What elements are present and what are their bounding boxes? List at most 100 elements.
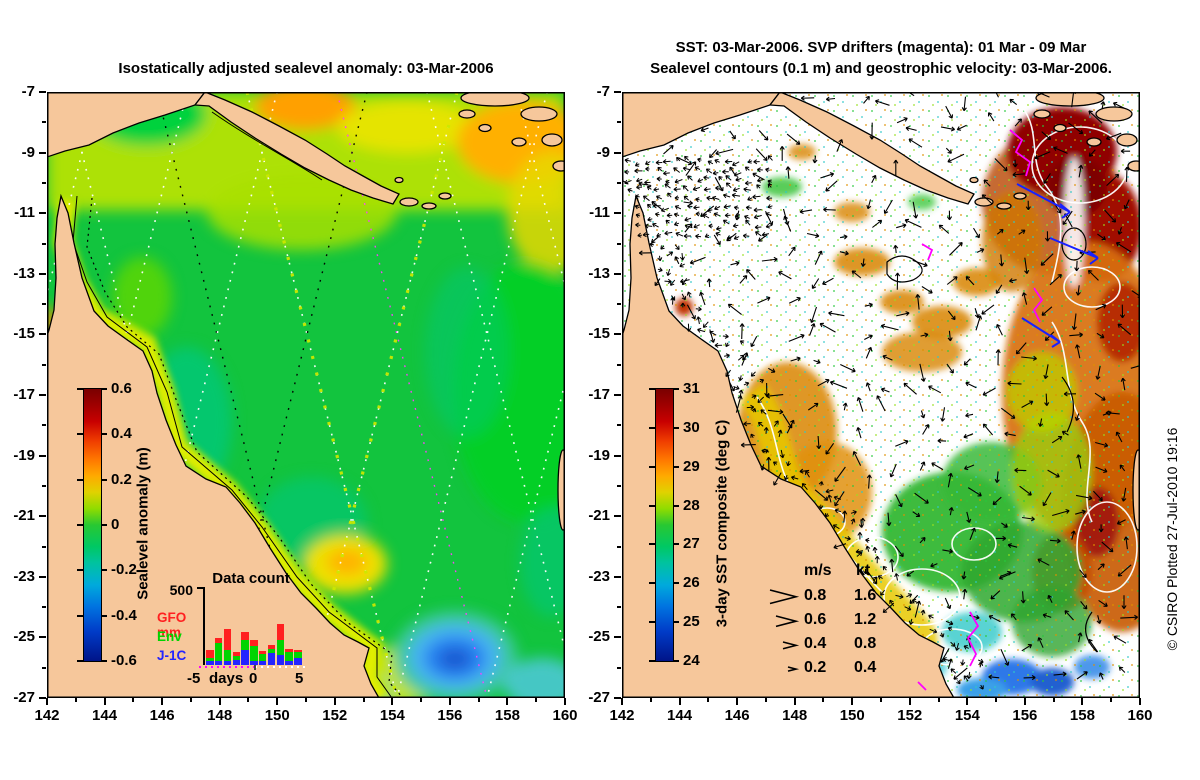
velocity-arrow — [1105, 410, 1120, 416]
velocity-arrow — [636, 184, 643, 190]
data-count-bar-segment — [223, 660, 232, 665]
velocity-arrow — [839, 250, 849, 256]
velocity-arrow — [896, 223, 907, 229]
vector-arrow-icon — [769, 589, 800, 605]
velocity-arrow — [979, 684, 984, 690]
velocity-arrow — [738, 375, 744, 382]
x-tick-minor — [420, 698, 423, 702]
velocity-arrow — [1025, 200, 1031, 211]
land-papuan-peninsula — [193, 92, 400, 205]
velocity-arrow — [818, 504, 824, 510]
velocity-arrow — [1022, 516, 1035, 522]
vector-legend-header-kt: kt — [856, 562, 871, 579]
data-count-bar-segment — [223, 650, 232, 661]
velocity-arrow — [921, 286, 933, 294]
velocity-arrow — [674, 205, 682, 210]
data-count-bar-segment — [223, 629, 232, 650]
colorbar-tick — [77, 433, 83, 436]
x-tick-label: 156 — [437, 707, 463, 724]
velocity-arrow — [865, 382, 871, 392]
data-count-bar-segment — [285, 651, 293, 662]
velocity-arrow — [825, 488, 834, 494]
x-tick-label: 150 — [264, 707, 290, 724]
velocity-arrow — [673, 167, 681, 173]
velocity-arrow — [817, 378, 830, 387]
vector-legend-row: 0.4 0.8 — [770, 634, 912, 658]
velocity-arrow — [1014, 118, 1023, 127]
velocity-arrow — [786, 133, 801, 145]
velocity-arrow — [949, 242, 963, 256]
velocity-arrow — [715, 185, 721, 191]
colorbar-tick — [649, 582, 655, 585]
velocity-arrow — [940, 407, 946, 422]
velocity-arrow — [824, 512, 830, 518]
velocity-arrow — [1015, 342, 1027, 355]
data-count-bar-segment — [258, 653, 267, 661]
y-tick-label: -23 — [13, 567, 35, 585]
x-tick-major — [276, 698, 279, 705]
velocity-arrow — [666, 212, 673, 218]
velocity-arrow — [1087, 269, 1099, 281]
velocity-arrow — [753, 159, 760, 165]
velocity-arrow — [834, 508, 842, 514]
velocity-arrow — [733, 172, 742, 177]
y-tick-label: -19 — [588, 446, 610, 464]
velocity-arrow — [894, 272, 901, 290]
velocity-arrow — [638, 181, 652, 187]
velocity-arrow — [686, 304, 696, 320]
velocity-arrow — [729, 382, 736, 392]
velocity-arrow — [1049, 273, 1062, 286]
velocity-arrow — [702, 321, 709, 328]
svp-drifter-tracks — [917, 129, 1044, 691]
velocity-arrow — [722, 169, 729, 175]
x-tick-major — [448, 698, 451, 705]
velocity-arrow — [1007, 380, 1022, 386]
velocity-arrow — [874, 99, 890, 106]
x-tick-minor — [477, 698, 480, 702]
velocity-arrow — [1021, 644, 1033, 652]
y-tick-label: -7 — [21, 83, 35, 100]
colorbar-tick — [649, 426, 655, 429]
colorbar-tick — [77, 614, 83, 617]
sst-colorbar-label: 3-day SST composite (deg C) — [713, 419, 731, 628]
velocity-arrow — [656, 176, 662, 182]
velocity-arrow — [733, 235, 740, 240]
land — [47, 92, 565, 698]
right-x-axis: 142 144 146 148 150 152 154 156 158 160 — [609, 698, 1153, 732]
velocity-arrow — [1007, 543, 1018, 549]
velocity-arrow — [994, 158, 1008, 172]
velocity-arrow — [880, 589, 885, 596]
y-tick-label: -23 — [588, 567, 610, 585]
y-tick-major — [39, 454, 46, 457]
x-tick-minor — [362, 698, 365, 702]
velocity-arrow — [1037, 637, 1044, 648]
y-tick-minor — [42, 484, 46, 487]
velocity-arrow — [1047, 469, 1060, 478]
velocity-arrow — [636, 177, 643, 183]
x-tick-minor — [535, 698, 538, 702]
velocity-arrow — [676, 156, 681, 162]
velocity-arrow — [862, 568, 869, 575]
velocity-arrow — [840, 234, 848, 240]
x-tick-label: 150 — [839, 707, 865, 724]
velocity-arrow — [919, 363, 926, 382]
x-tick-major — [1023, 698, 1026, 705]
data-count-bar-segment — [294, 658, 302, 665]
velocity-arrow — [706, 195, 713, 201]
velocity-arrow — [656, 232, 662, 238]
velocity-arrow — [731, 192, 741, 198]
velocity-arrow — [893, 244, 899, 254]
velocity-arrow — [738, 389, 744, 398]
velocity-arrow — [684, 223, 693, 229]
x-tick-label: 142 — [609, 707, 635, 724]
velocity-arrow — [922, 424, 930, 435]
x-tick-major — [564, 698, 566, 705]
velocity-arrow — [1012, 172, 1026, 178]
velocity-arrow — [1063, 391, 1077, 397]
velocity-arrow — [1042, 613, 1052, 618]
velocity-arrow — [757, 396, 765, 404]
vector-legend-kt: 1.6 — [854, 587, 877, 604]
velocity-arrow — [946, 363, 954, 374]
velocity-arrow — [729, 130, 736, 140]
velocity-arrow — [995, 284, 1003, 294]
